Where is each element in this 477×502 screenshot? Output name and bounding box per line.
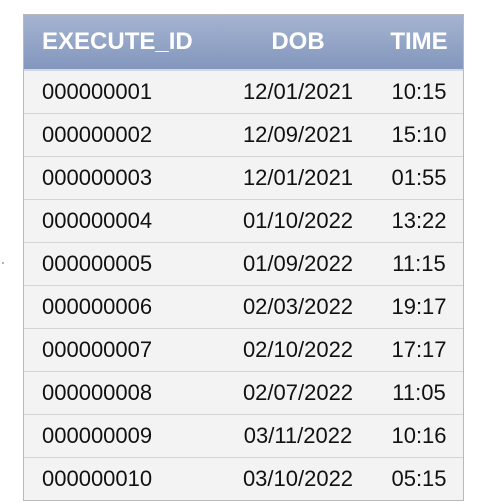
cell-execute-id: 000000001 — [24, 69, 221, 114]
cell-time: 11:05 — [375, 371, 463, 415]
cell-dob: 03/10/2022 — [221, 457, 375, 500]
cell-dob: 01/10/2022 — [221, 199, 375, 243]
cell-execute-id: 000000003 — [24, 156, 221, 200]
column-header-time[interactable]: TIME — [375, 15, 463, 71]
cell-time: 15:10 — [375, 113, 463, 157]
column-header-dob[interactable]: DOB — [221, 15, 375, 71]
cell-execute-id: 000000004 — [24, 199, 221, 243]
cell-execute-id: 000000009 — [24, 414, 221, 458]
cell-execute-id: 000000006 — [24, 285, 221, 329]
table-row[interactable]: 000000010 03/10/2022 05:15 — [24, 457, 463, 500]
table-row[interactable]: 000000002 12/09/2021 15:10 — [24, 113, 463, 157]
table-row[interactable]: 000000003 12/01/2021 01:55 — [24, 156, 463, 200]
table-row[interactable]: 000000001 12/01/2021 10:15 — [24, 69, 463, 114]
cell-time: 11:15 — [375, 242, 463, 286]
header-row: EXECUTE_ID DOB TIME — [24, 15, 463, 71]
table-row[interactable]: 000000005 01/09/2022 11:15 — [24, 242, 463, 286]
cell-execute-id: 000000005 — [24, 242, 221, 286]
cell-time: 05:15 — [375, 457, 463, 500]
cell-time: 17:17 — [375, 328, 463, 372]
cell-dob: 12/01/2021 — [221, 156, 375, 200]
column-header-execute-id[interactable]: EXECUTE_ID — [24, 15, 221, 71]
cell-dob: 02/03/2022 — [221, 285, 375, 329]
stray-dot — [2, 262, 4, 264]
cell-dob: 02/10/2022 — [221, 328, 375, 372]
cell-dob: 12/09/2021 — [221, 113, 375, 157]
cell-execute-id: 000000008 — [24, 371, 221, 415]
cell-time: 01:55 — [375, 156, 463, 200]
cell-execute-id: 000000002 — [24, 113, 221, 157]
table-header: EXECUTE_ID DOB TIME — [24, 15, 463, 71]
cell-dob: 03/11/2022 — [221, 414, 375, 458]
data-table: EXECUTE_ID DOB TIME 000000001 12/01/2021 1… — [24, 15, 463, 500]
table-row[interactable]: 000000008 02/07/2022 11:05 — [24, 371, 463, 415]
cell-time: 10:16 — [375, 414, 463, 458]
data-table-container: EXECUTE_ID DOB TIME 000000001 12/01/2021 1… — [23, 14, 464, 501]
table-row[interactable]: 000000007 02/10/2022 17:17 — [24, 328, 463, 372]
table-body: 000000001 12/01/2021 10:15 000000002 12/09/2… — [24, 69, 463, 500]
cell-execute-id: 000000010 — [24, 457, 221, 500]
cell-time: 10:15 — [375, 69, 463, 114]
table-row[interactable]: 000000004 01/10/2022 13:22 — [24, 199, 463, 243]
cell-execute-id: 000000007 — [24, 328, 221, 372]
table-row[interactable]: 000000006 02/03/2022 19:17 — [24, 285, 463, 329]
cell-time: 13:22 — [375, 199, 463, 243]
cell-dob: 02/07/2022 — [221, 371, 375, 415]
table-row[interactable]: 000000009 03/11/2022 10:16 — [24, 414, 463, 458]
cell-dob: 12/01/2021 — [221, 69, 375, 114]
cell-time: 19:17 — [375, 285, 463, 329]
cell-dob: 01/09/2022 — [221, 242, 375, 286]
